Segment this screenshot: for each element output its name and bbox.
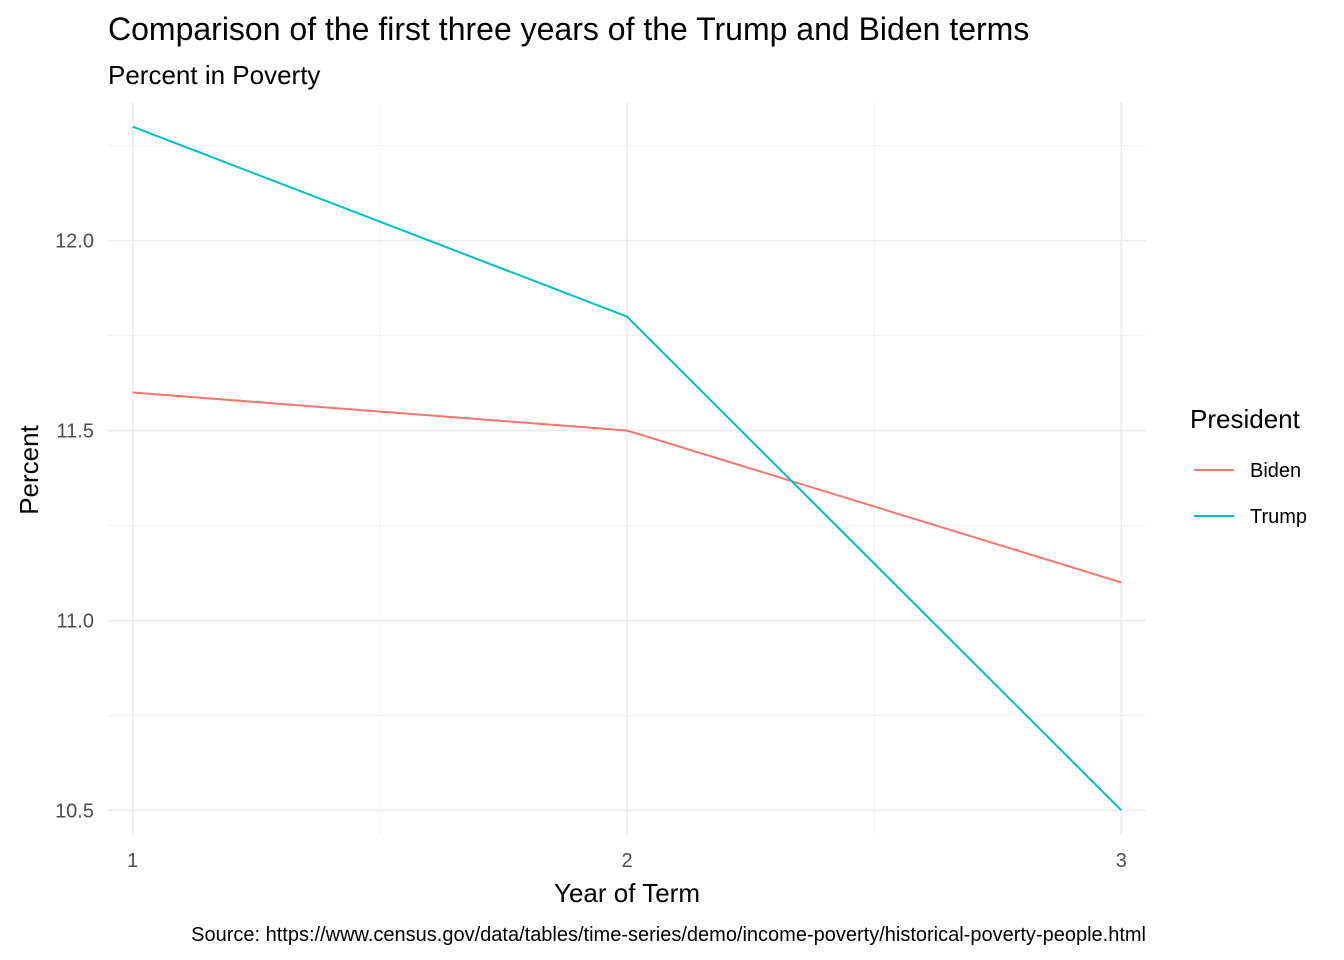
source-caption: Source: https://www.census.gov/data/tabl… [191,924,1146,946]
grid [108,102,1146,835]
axis-ticks: 10.5 11.0 11.5 12.0 1 2 3 [55,231,1127,872]
legend-title: President [1190,404,1301,434]
series-lines [132,125,1122,812]
x-tick-label: 3 [1116,850,1127,872]
y-tick-label: 11.0 [57,610,94,632]
x-tick-label: 2 [621,850,632,872]
series-line-trump [132,125,1122,812]
chart-title: Comparison of the first three years of t… [108,11,1029,47]
series-line-biden [132,391,1122,584]
x-axis-title: Year of Term [554,878,700,908]
legend-label-biden: Biden [1250,460,1301,482]
y-tick-label: 10.5 [55,800,94,822]
y-tick-label: 12.0 [55,231,94,253]
x-tick-label: 1 [127,850,138,872]
legend-label-trump: Trump [1250,506,1307,528]
chart-subtitle: Percent in Poverty [108,60,320,90]
y-tick-label: 11.5 [57,421,94,443]
legend: Biden Trump [1194,460,1307,528]
y-axis-title: Percent [14,424,44,514]
